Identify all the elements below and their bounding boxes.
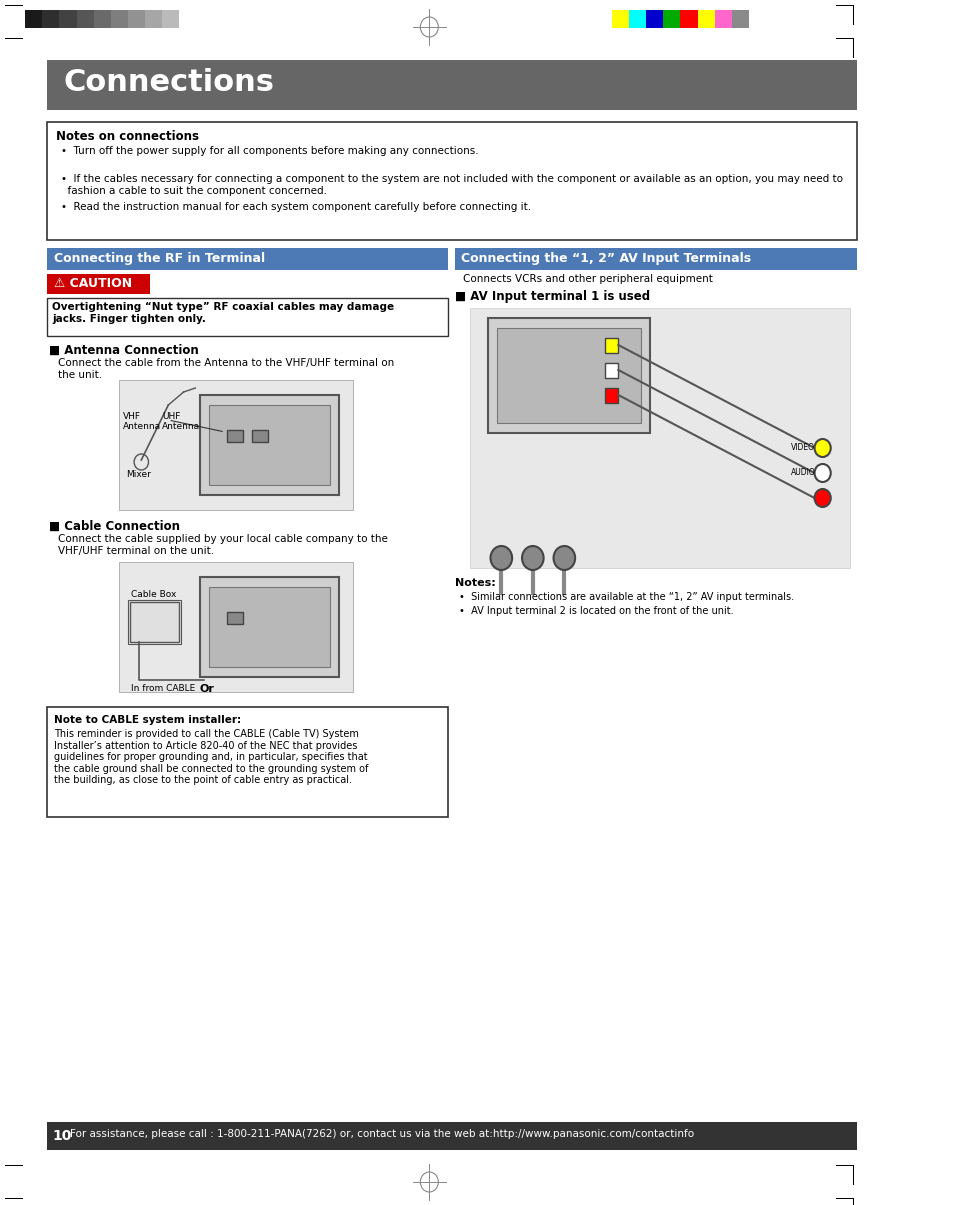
Bar	[209, 405, 330, 484]
Bar	[47, 707, 448, 817]
Text: ■ Cable Connection: ■ Cable Connection	[49, 521, 179, 533]
Bar	[697, 10, 714, 28]
Text: Notes on connections: Notes on connections	[55, 130, 198, 143]
Bar	[209, 587, 330, 668]
Text: For assistance, please call : 1-800-211-PANA(7262) or, contact us via the web at: For assistance, please call : 1-800-211-…	[71, 1129, 694, 1139]
Circle shape	[814, 489, 830, 507]
Bar	[47, 248, 448, 270]
Bar	[130, 602, 179, 642]
Bar	[47, 274, 151, 294]
Text: Connecting the “1, 2” AV Input Terminals: Connecting the “1, 2” AV Input Terminals	[460, 252, 750, 265]
Bar	[714, 10, 731, 28]
Circle shape	[490, 546, 512, 570]
Text: VHF
Antenna: VHF Antenna	[123, 412, 161, 431]
Bar	[119, 562, 353, 692]
Bar	[628, 10, 645, 28]
Bar	[47, 298, 448, 336]
Text: In from CABLE: In from CABLE	[132, 684, 195, 693]
Text: Connections: Connections	[63, 67, 274, 96]
Bar	[497, 328, 640, 423]
Bar	[199, 395, 339, 495]
Bar	[252, 430, 268, 442]
Bar	[128, 600, 181, 643]
Bar	[47, 1122, 856, 1150]
Text: •  If the cables necessary for connecting a component to the system are not incl: • If the cables necessary for connecting…	[61, 174, 842, 195]
Text: Notes:: Notes:	[455, 578, 496, 588]
Bar	[469, 308, 849, 568]
Text: ■ AV Input terminal 1 is used: ■ AV Input terminal 1 is used	[455, 290, 650, 302]
Bar	[662, 10, 679, 28]
Bar	[612, 10, 628, 28]
Bar	[604, 337, 618, 353]
Bar	[679, 10, 697, 28]
Text: Connecting the RF in Terminal: Connecting the RF in Terminal	[54, 252, 265, 265]
Circle shape	[553, 546, 575, 570]
Bar	[47, 122, 856, 240]
Text: ⚠ CAUTION: ⚠ CAUTION	[54, 277, 132, 290]
Text: VIDEO: VIDEO	[790, 443, 814, 452]
Text: 10: 10	[52, 1129, 71, 1144]
Bar	[604, 388, 618, 402]
Circle shape	[814, 439, 830, 457]
Bar	[111, 10, 128, 28]
Bar	[59, 10, 76, 28]
Bar	[227, 430, 243, 442]
Text: Mixer: Mixer	[126, 470, 151, 480]
Bar	[604, 363, 618, 378]
Bar	[487, 318, 649, 433]
Bar	[76, 10, 93, 28]
Bar	[227, 612, 243, 624]
Bar	[731, 10, 748, 28]
Text: Or: Or	[199, 684, 214, 694]
Text: Cable Box: Cable Box	[132, 590, 176, 599]
Text: This reminder is provided to call the CABLE (Cable TV) System
Installer’s attent: This reminder is provided to call the CA…	[54, 729, 368, 786]
Bar	[119, 380, 353, 510]
Text: ■ Antenna Connection: ■ Antenna Connection	[49, 343, 198, 357]
Bar	[93, 10, 111, 28]
Bar	[179, 10, 196, 28]
Text: AUDIO: AUDIO	[790, 468, 815, 477]
Bar	[645, 10, 662, 28]
Text: UHF
Antenna: UHF Antenna	[162, 412, 200, 431]
Bar	[145, 10, 162, 28]
Text: Note to CABLE system installer:: Note to CABLE system installer:	[54, 715, 241, 725]
Bar	[47, 60, 856, 110]
Bar	[162, 10, 179, 28]
Circle shape	[521, 546, 543, 570]
Text: Connect the cable supplied by your local cable company to the
VHF/UHF terminal o: Connect the cable supplied by your local…	[57, 534, 387, 556]
Text: •  Turn off the power supply for all components before making any connections.: • Turn off the power supply for all comp…	[61, 146, 478, 155]
Bar	[199, 577, 339, 677]
Text: Connect the cable from the Antenna to the VHF/UHF terminal on
the unit.: Connect the cable from the Antenna to th…	[57, 358, 394, 380]
Bar	[25, 10, 42, 28]
Text: Overtightening “Nut type” RF coaxial cables may damage
jacks. Finger tighten onl: Overtightening “Nut type” RF coaxial cab…	[52, 302, 394, 324]
Text: •  Read the instruction manual for each system component carefully before connec: • Read the instruction manual for each s…	[61, 202, 531, 212]
Text: •  Similar connections are available at the “1, 2” AV input terminals.: • Similar connections are available at t…	[458, 592, 793, 602]
Text: Connects VCRs and other peripheral equipment: Connects VCRs and other peripheral equip…	[462, 274, 712, 284]
Bar	[42, 10, 59, 28]
Bar	[455, 248, 856, 270]
Text: •  AV Input terminal 2 is located on the front of the unit.: • AV Input terminal 2 is located on the …	[458, 606, 733, 616]
Bar	[128, 10, 145, 28]
Circle shape	[814, 464, 830, 482]
